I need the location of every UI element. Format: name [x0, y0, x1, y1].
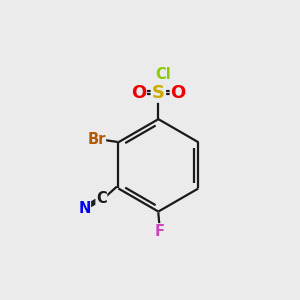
- Text: C: C: [96, 191, 107, 206]
- Text: Br: Br: [87, 132, 106, 147]
- Text: O: O: [131, 84, 146, 102]
- Text: N: N: [78, 201, 91, 216]
- Text: S: S: [152, 84, 165, 102]
- Text: Cl: Cl: [156, 67, 171, 82]
- Text: O: O: [170, 84, 186, 102]
- Text: F: F: [154, 224, 164, 239]
